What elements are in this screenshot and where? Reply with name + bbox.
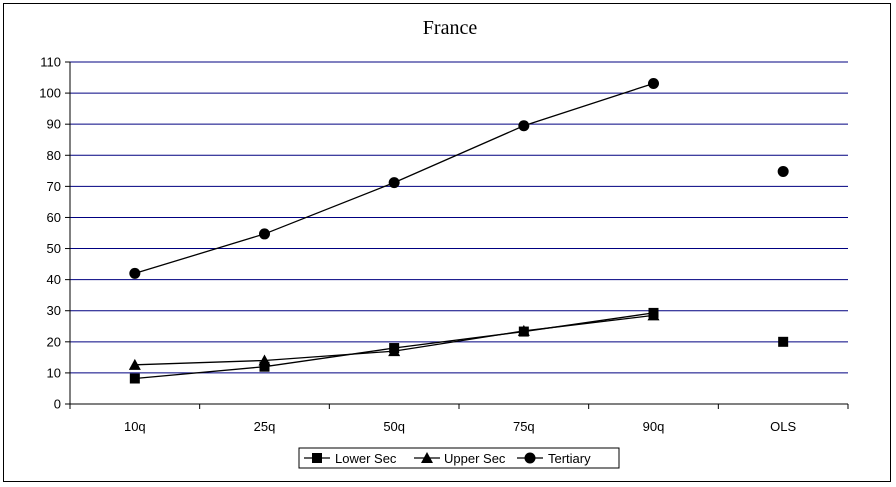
- y-tick-label: 100: [39, 86, 61, 101]
- y-tick-label: 30: [47, 303, 61, 318]
- legend-marker-lower-sec: [312, 453, 322, 463]
- data-point-lower-sec: [778, 337, 788, 347]
- x-tick-label: 25q: [254, 419, 276, 434]
- data-point-tertiary: [648, 78, 659, 89]
- data-point-tertiary: [389, 177, 400, 188]
- y-tick-label: 60: [47, 210, 61, 225]
- data-point-lower-sec: [130, 374, 140, 384]
- data-point-tertiary: [259, 228, 270, 239]
- legend-label-lower-sec: Lower Sec: [335, 451, 397, 466]
- x-tick-label: 75q: [513, 419, 535, 434]
- y-tick-label: 70: [47, 179, 61, 194]
- legend-label-tertiary: Tertiary: [548, 451, 591, 466]
- y-tick-label: 80: [47, 148, 61, 163]
- x-tick-label: 90q: [643, 419, 665, 434]
- y-tick-label: 0: [54, 397, 61, 412]
- data-point-tertiary: [129, 268, 140, 279]
- data-point-tertiary: [778, 166, 789, 177]
- y-tick-label: 110: [40, 55, 61, 70]
- series-upper-sec: [129, 309, 660, 369]
- gridlines: [70, 62, 848, 373]
- y-tick-labels: 0 10 20 30 40 50 60 70 80 90 100 110: [39, 55, 61, 412]
- chart-title: France: [423, 17, 478, 39]
- legend: Lower Sec Upper Sec Tertiary: [299, 448, 619, 468]
- y-tick-label: 40: [47, 272, 61, 287]
- series-lower-sec: [130, 308, 788, 384]
- y-tick-label: 90: [47, 117, 61, 132]
- y-tick-label: 10: [47, 365, 61, 380]
- y-tick-label: 20: [47, 334, 61, 349]
- data-point-tertiary: [518, 120, 529, 131]
- axes: [65, 62, 848, 409]
- x-tick-label: 50q: [383, 419, 405, 434]
- x-tick-label: OLS: [770, 419, 796, 434]
- x-tick-labels: 10q 25q 50q 75q 90q OLS: [124, 419, 797, 434]
- x-tick-label: 10q: [124, 419, 146, 434]
- legend-label-upper-sec: Upper Sec: [444, 451, 506, 466]
- legend-marker-tertiary: [525, 453, 536, 464]
- y-tick-label: 50: [47, 241, 61, 256]
- series-line-upper-sec: [135, 315, 654, 364]
